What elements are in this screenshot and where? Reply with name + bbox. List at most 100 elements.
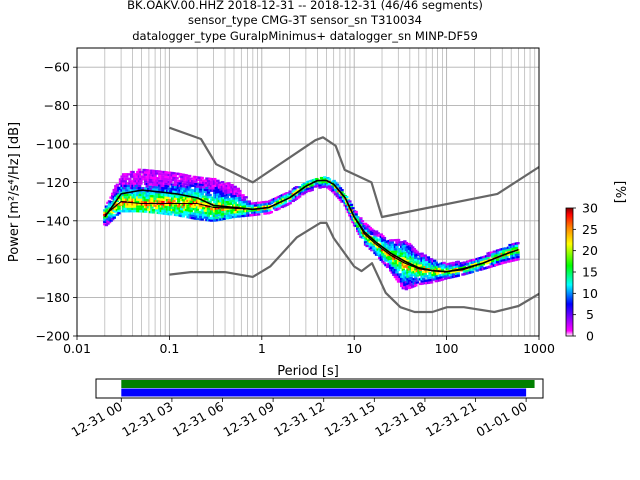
density-cell	[195, 203, 200, 207]
density-cell	[195, 192, 200, 195]
density-cell	[401, 257, 405, 260]
density-cell	[257, 201, 261, 204]
chart-title: BK.OAKV.00.HHZ 2018-12-31 -- 2018-12-31 …	[127, 0, 483, 43]
density-cell	[318, 184, 322, 187]
density-cell	[238, 208, 242, 211]
density-cell	[323, 176, 327, 179]
density-cell	[392, 250, 396, 253]
density-cell	[142, 175, 146, 179]
density-cell	[315, 182, 319, 185]
density-cell	[429, 276, 434, 279]
density-cell	[283, 202, 288, 205]
density-cell	[338, 187, 343, 190]
density-cell	[184, 174, 189, 177]
density-cell	[462, 261, 467, 264]
density-cell	[425, 261, 429, 264]
density-cell	[167, 178, 171, 181]
density-cell	[384, 259, 388, 262]
density-cell	[293, 189, 297, 192]
density-cell	[246, 202, 250, 206]
density-cell	[187, 174, 192, 178]
density-cell	[109, 212, 113, 215]
density-cell	[134, 200, 138, 204]
density-cell	[110, 217, 115, 221]
density-cell	[341, 193, 346, 196]
density-cell	[407, 242, 412, 246]
density-cell	[406, 275, 410, 279]
density-cell	[359, 221, 363, 225]
density-cell	[178, 182, 182, 185]
density-heatmap	[103, 168, 520, 291]
density-cell	[250, 209, 255, 212]
density-cell	[137, 203, 142, 206]
density-cell	[396, 268, 401, 272]
density-cell	[459, 266, 464, 270]
density-cell	[283, 199, 288, 203]
density-cell	[381, 235, 385, 238]
density-cell	[186, 206, 190, 210]
density-cell	[156, 177, 160, 180]
density-cell	[143, 201, 148, 204]
density-cell	[139, 180, 143, 183]
density-cell	[197, 206, 201, 209]
density-cell	[288, 201, 292, 205]
density-cell	[195, 217, 200, 221]
density-cell	[205, 198, 209, 201]
density-cell	[175, 209, 179, 212]
density-cell	[107, 204, 112, 208]
density-cell	[442, 261, 446, 265]
density-cell	[410, 246, 415, 249]
density-cell	[337, 185, 341, 188]
density-cell	[327, 182, 332, 186]
density-cell	[115, 190, 120, 193]
colorbar-tick-label: 25	[582, 222, 598, 237]
density-cell	[456, 269, 460, 273]
density-cell	[200, 192, 204, 196]
density-cell	[263, 212, 267, 215]
density-cell	[125, 175, 129, 178]
density-cell	[145, 169, 149, 172]
density-cell	[216, 179, 220, 182]
density-cell	[202, 213, 206, 217]
density-cell	[200, 218, 204, 221]
density-cell	[128, 210, 132, 213]
density-cell	[140, 205, 145, 208]
density-cell	[403, 270, 407, 273]
density-cell	[340, 188, 344, 192]
density-cell	[374, 237, 379, 240]
density-cell	[421, 261, 426, 264]
density-cell	[216, 188, 220, 192]
density-cell	[437, 267, 442, 270]
density-cell	[417, 257, 421, 260]
density-cell	[209, 187, 214, 190]
density-cell	[143, 173, 148, 176]
density-cell	[198, 190, 203, 193]
density-cell	[161, 189, 165, 192]
density-cell	[425, 274, 429, 278]
density-cell	[200, 204, 204, 207]
density-cell	[164, 171, 168, 174]
density-cell	[414, 256, 418, 259]
density-cell	[117, 212, 121, 215]
density-cell	[206, 179, 211, 183]
density-cell	[487, 254, 492, 257]
density-cell	[125, 196, 129, 199]
density-cell	[148, 180, 153, 184]
density-cell	[371, 245, 376, 249]
colorbar-tick-label: 0	[586, 329, 594, 344]
timeline-tick-label: 12-31 12	[271, 399, 327, 440]
density-cell	[109, 219, 113, 222]
x-tick-label: 0.01	[63, 341, 91, 356]
density-cell	[368, 226, 372, 230]
density-cell	[489, 251, 493, 254]
density-cell	[154, 179, 159, 182]
density-cell	[161, 209, 165, 213]
new-high-noise-model-line	[169, 126, 539, 219]
density-cell	[115, 183, 120, 186]
density-cell	[110, 211, 115, 214]
density-cell	[242, 203, 247, 206]
density-cell	[253, 206, 258, 209]
density-cell	[417, 271, 421, 274]
density-cell	[373, 247, 377, 250]
density-cell	[373, 235, 377, 239]
